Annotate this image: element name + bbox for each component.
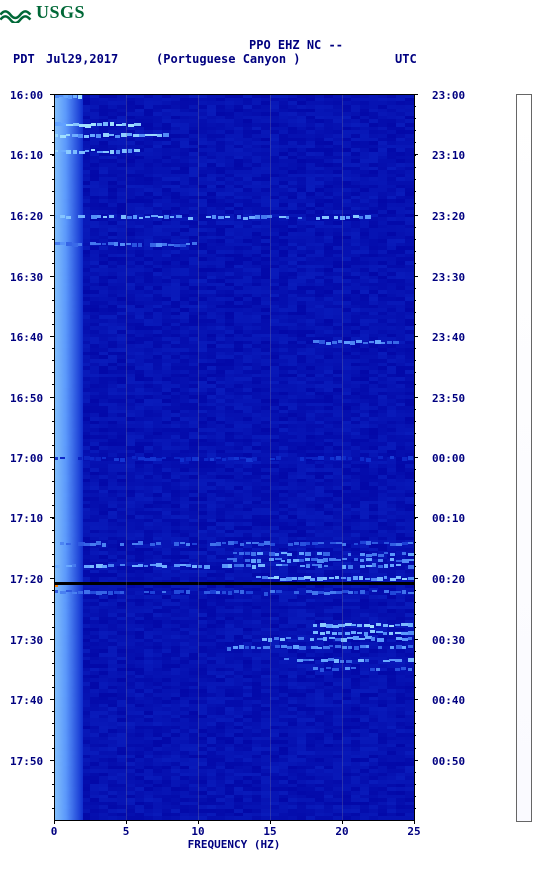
- y-axis-right: 23:0023:1023:2023:3023:4023:5000:0000:10…: [432, 94, 482, 820]
- usgs-wave-icon: [0, 3, 34, 23]
- y-left-label: 17:30: [10, 634, 43, 647]
- colorbar: [516, 94, 532, 822]
- spectrogram-plot: [54, 94, 414, 820]
- y-left-label: 16:20: [10, 210, 43, 223]
- spectrogram-canvas: [54, 94, 414, 820]
- y-right-label: 23:50: [432, 392, 465, 405]
- y-right-label: 23:30: [432, 271, 465, 284]
- y-right-label: 00:10: [432, 512, 465, 525]
- y-left-label: 16:40: [10, 331, 43, 344]
- y-left-label: 17:00: [10, 452, 43, 465]
- y-left-label: 17:10: [10, 512, 43, 525]
- usgs-logo-text: USGS: [36, 2, 85, 23]
- x-axis-title: FREQUENCY (HZ): [188, 838, 281, 851]
- y-left-label: 16:00: [10, 89, 43, 102]
- x-tick-label: 0: [51, 825, 58, 838]
- plot-border-top: [54, 94, 414, 95]
- x-tick-label: 25: [407, 825, 420, 838]
- header-tz-right: UTC: [395, 52, 417, 66]
- y-right-label: 00:50: [432, 755, 465, 768]
- y-left-label: 17:20: [10, 573, 43, 586]
- y-right-label: 23:20: [432, 210, 465, 223]
- y-left-label: 16:50: [10, 392, 43, 405]
- header-tz-left: PDT: [13, 52, 35, 66]
- y-right-label: 23:10: [432, 149, 465, 162]
- x-tick-label: 15: [263, 825, 276, 838]
- y-left-label: 17:50: [10, 755, 43, 768]
- header-date: Jul29,2017: [46, 52, 118, 66]
- y-right-label: 23:00: [432, 89, 465, 102]
- y-axis-left: 16:0016:1016:2016:3016:4016:5017:0017:10…: [10, 94, 54, 820]
- y-right-label: 00:30: [432, 634, 465, 647]
- y-left-label: 17:40: [10, 694, 43, 707]
- y-right-label: 00:20: [432, 573, 465, 586]
- plot-border-left: [54, 94, 55, 820]
- header-station: (Portuguese Canyon ): [156, 52, 301, 66]
- x-tick-label: 10: [191, 825, 204, 838]
- y-left-label: 16:10: [10, 149, 43, 162]
- y-right-label: 23:40: [432, 331, 465, 344]
- x-axis: 0510152025FREQUENCY (HZ): [54, 820, 414, 850]
- header-title: PPO EHZ NC --: [40, 38, 552, 52]
- x-tick-label: 5: [123, 825, 130, 838]
- y-right-label: 00:00: [432, 452, 465, 465]
- x-tick-label: 20: [335, 825, 348, 838]
- y-left-label: 16:30: [10, 271, 43, 284]
- chart-header: PPO EHZ NC -- PDT Jul29,2017 (Portuguese…: [0, 38, 552, 66]
- y-right-label: 00:40: [432, 694, 465, 707]
- usgs-logo: USGS: [0, 2, 85, 23]
